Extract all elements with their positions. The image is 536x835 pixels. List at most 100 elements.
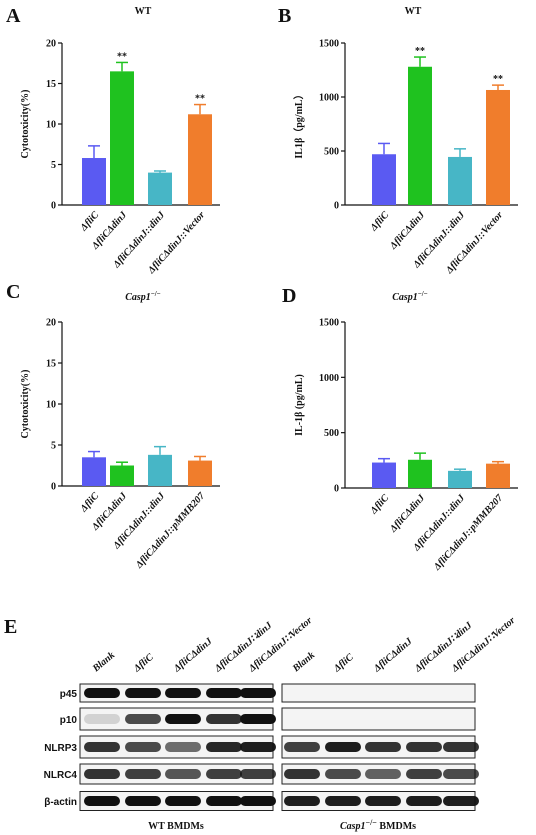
- y-tick-label: 5: [51, 160, 56, 171]
- x-tick-label: ΔfliC: [368, 209, 392, 234]
- bar: [148, 172, 172, 205]
- x-tick-label: ΔfliC: [78, 209, 102, 234]
- blot-band: [165, 742, 201, 752]
- blot-band: [165, 769, 201, 779]
- y-tick-label: 0: [51, 482, 56, 493]
- x-tick-label: ΔfliC: [78, 490, 102, 515]
- blot-band: [84, 796, 120, 806]
- chart-title: Casp1−/−: [125, 290, 161, 303]
- blot-band: [365, 769, 401, 779]
- significance-label: **: [415, 46, 425, 57]
- x-tick-label: ΔfliCΔdinJ: [387, 492, 428, 535]
- blot-band: [406, 796, 442, 806]
- blot-band: [165, 796, 201, 806]
- panel-letter: D: [282, 285, 296, 307]
- blot-band: [84, 688, 120, 698]
- lane-label: ΔfliCΔdinJ∷dinJ: [212, 620, 275, 675]
- blot-strip: [281, 707, 476, 731]
- blot-band: [325, 769, 361, 779]
- y-tick-label: 20: [46, 39, 56, 50]
- y-tick-label: 1500: [319, 39, 339, 50]
- blot-band: [406, 769, 442, 779]
- bar: [486, 463, 510, 488]
- blot-band: [443, 742, 479, 752]
- chart-title: WT: [135, 6, 152, 17]
- y-tick-label: 500: [324, 428, 339, 439]
- x-tick-label: ΔfliC: [368, 492, 392, 517]
- blot-band: [165, 688, 201, 698]
- lane-label: Blank: [90, 650, 117, 675]
- y-tick-label: 1000: [319, 93, 339, 104]
- lane-label: Blank: [290, 650, 317, 675]
- significance-label: **: [117, 51, 127, 62]
- blot-band: [325, 796, 361, 806]
- chart-title: Casp1−/−: [392, 290, 428, 303]
- blot-row-label: NLRP3: [44, 743, 77, 754]
- blot-band: [365, 742, 401, 752]
- y-axis-label: IL1β（pg/mL）: [292, 89, 305, 158]
- panel-letter: E: [4, 616, 17, 638]
- blot-group-name: Casp1: [340, 821, 366, 832]
- chart-title-text: WT: [135, 6, 152, 17]
- blot-band: [206, 688, 242, 698]
- blot-band: [125, 714, 161, 724]
- x-tick-label: ΔfliCΔdinJ: [387, 209, 428, 252]
- bar: [408, 66, 432, 205]
- blot-band: [206, 742, 242, 752]
- lane-label: ΔfliCΔdinJ: [371, 635, 415, 675]
- bar: [448, 470, 472, 488]
- y-tick-label: 1500: [319, 318, 339, 329]
- blot-band: [165, 714, 201, 724]
- blot-band: [284, 742, 320, 752]
- y-tick-label: 15: [46, 79, 56, 90]
- blot-band: [240, 714, 276, 724]
- blot-band: [240, 769, 276, 779]
- blot-group-rest: BMDMs: [377, 821, 416, 832]
- y-tick-label: 10: [46, 120, 56, 131]
- blot-band: [125, 796, 161, 806]
- lane-label: ΔfliCΔdinJ: [171, 635, 215, 675]
- significance-label: **: [493, 74, 503, 85]
- blot-band: [406, 742, 442, 752]
- blot-band: [365, 796, 401, 806]
- bar: [448, 156, 472, 205]
- blot-band: [240, 796, 276, 806]
- blot-band: [84, 742, 120, 752]
- bar: [372, 154, 396, 205]
- significance-label: **: [195, 94, 205, 105]
- blot-strip: [281, 683, 476, 703]
- bar: [110, 71, 134, 205]
- blot-band: [240, 742, 276, 752]
- blot-row-label: NLRC4: [44, 770, 78, 781]
- y-axis-label: Cytotoxicity(%): [20, 90, 31, 159]
- bar: [82, 158, 106, 205]
- y-tick-label: 0: [51, 201, 56, 212]
- chart-title-text: Casp1: [392, 292, 418, 303]
- blot-band: [325, 742, 361, 752]
- y-tick-label: 500: [324, 147, 339, 158]
- blot-band: [443, 769, 479, 779]
- blot-group-label: Casp1−/− BMDMs: [340, 818, 416, 833]
- panel-letter: B: [278, 5, 291, 27]
- panel-letter: A: [6, 5, 21, 27]
- chart-title-superscript: −/−: [418, 290, 428, 298]
- bar: [188, 460, 212, 486]
- bar: [110, 465, 134, 486]
- bar: [188, 114, 212, 205]
- lane-label: ΔfliC: [131, 652, 156, 675]
- bar: [408, 459, 432, 488]
- chart-title-text: Casp1: [125, 292, 151, 303]
- blot-band: [206, 796, 242, 806]
- y-tick-label: 0: [334, 201, 339, 212]
- blot-row-label: p45: [60, 689, 78, 700]
- blot-band: [206, 769, 242, 779]
- chart-title-superscript: −/−: [151, 290, 161, 298]
- lane-label: ΔfliC: [331, 652, 356, 675]
- bar: [372, 462, 396, 488]
- blot-band: [125, 742, 161, 752]
- blot-band: [284, 796, 320, 806]
- y-tick-label: 10: [46, 400, 56, 411]
- blot-band: [125, 769, 161, 779]
- chart-title-text: WT: [405, 6, 422, 17]
